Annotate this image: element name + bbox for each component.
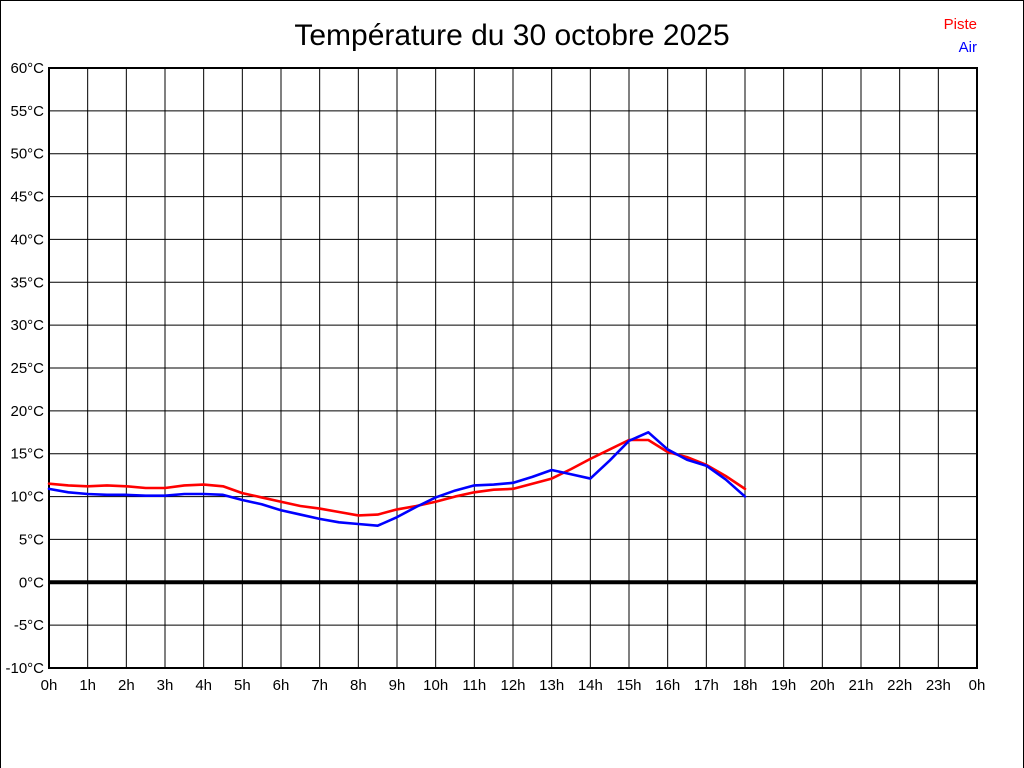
svg-text:3h: 3h	[157, 677, 174, 694]
series-line-air	[47, 430, 747, 528]
svg-text:18h: 18h	[732, 677, 757, 694]
svg-text:22h: 22h	[887, 677, 912, 694]
svg-text:12h: 12h	[500, 677, 525, 694]
legend-air-label: Air	[958, 39, 977, 56]
svg-text:35°C: 35°C	[10, 274, 44, 291]
svg-text:15°C: 15°C	[10, 446, 44, 463]
svg-text:2h: 2h	[118, 677, 135, 694]
svg-text:-5°C: -5°C	[14, 617, 44, 634]
svg-text:10°C: 10°C	[10, 489, 44, 506]
svg-text:60°C: 60°C	[10, 60, 44, 77]
svg-text:5h: 5h	[234, 677, 251, 694]
svg-text:11h: 11h	[462, 677, 486, 694]
svg-text:50°C: 50°C	[10, 146, 44, 163]
svg-text:6h: 6h	[273, 677, 290, 694]
svg-text:13h: 13h	[539, 677, 564, 694]
svg-text:0h: 0h	[969, 677, 986, 694]
svg-text:5°C: 5°C	[19, 531, 44, 548]
svg-text:10h: 10h	[423, 677, 448, 694]
svg-text:23h: 23h	[926, 677, 951, 694]
legend-entry-air: Air	[944, 36, 977, 59]
svg-text:0h: 0h	[41, 677, 58, 694]
y-axis-labels: 60°C 55°C 50°C 45°C 40°C 35°C 30°C 25°C 20°C 15°C…	[5, 60, 44, 677]
svg-text:20°C: 20°C	[10, 403, 44, 420]
x-axis-labels: 0h 1h 2h 3h 4h 5h 6h 7h 8h 9h 10h 11h 12h 13h 14h 15h 16…	[41, 677, 986, 694]
plot-frame	[48, 67, 978, 669]
legend-entry-piste: Piste	[944, 13, 977, 36]
legend: Piste Air	[944, 13, 977, 59]
svg-text:4h: 4h	[195, 677, 212, 694]
svg-text:9h: 9h	[389, 677, 406, 694]
svg-text:1h: 1h	[79, 677, 96, 694]
svg-text:55°C: 55°C	[10, 103, 44, 120]
legend-piste-label: Piste	[943, 16, 977, 33]
svg-text:7h: 7h	[311, 677, 328, 694]
svg-text:21h: 21h	[848, 677, 873, 694]
grid-lines	[48, 67, 978, 669]
svg-text:15h: 15h	[616, 677, 641, 694]
svg-text:45°C: 45°C	[10, 189, 44, 206]
svg-text:-10°C: -10°C	[5, 660, 44, 677]
svg-text:40°C: 40°C	[10, 231, 44, 248]
svg-text:20h: 20h	[810, 677, 835, 694]
svg-text:0°C: 0°C	[19, 574, 44, 591]
svg-text:16h: 16h	[655, 677, 680, 694]
svg-text:14h: 14h	[578, 677, 603, 694]
svg-text:8h: 8h	[350, 677, 367, 694]
svg-text:17h: 17h	[694, 677, 719, 694]
chart-title: Température du 30 octobre 2025	[294, 19, 730, 52]
svg-text:30°C: 30°C	[10, 317, 44, 334]
svg-text:25°C: 25°C	[10, 360, 44, 377]
svg-text:19h: 19h	[771, 677, 796, 694]
